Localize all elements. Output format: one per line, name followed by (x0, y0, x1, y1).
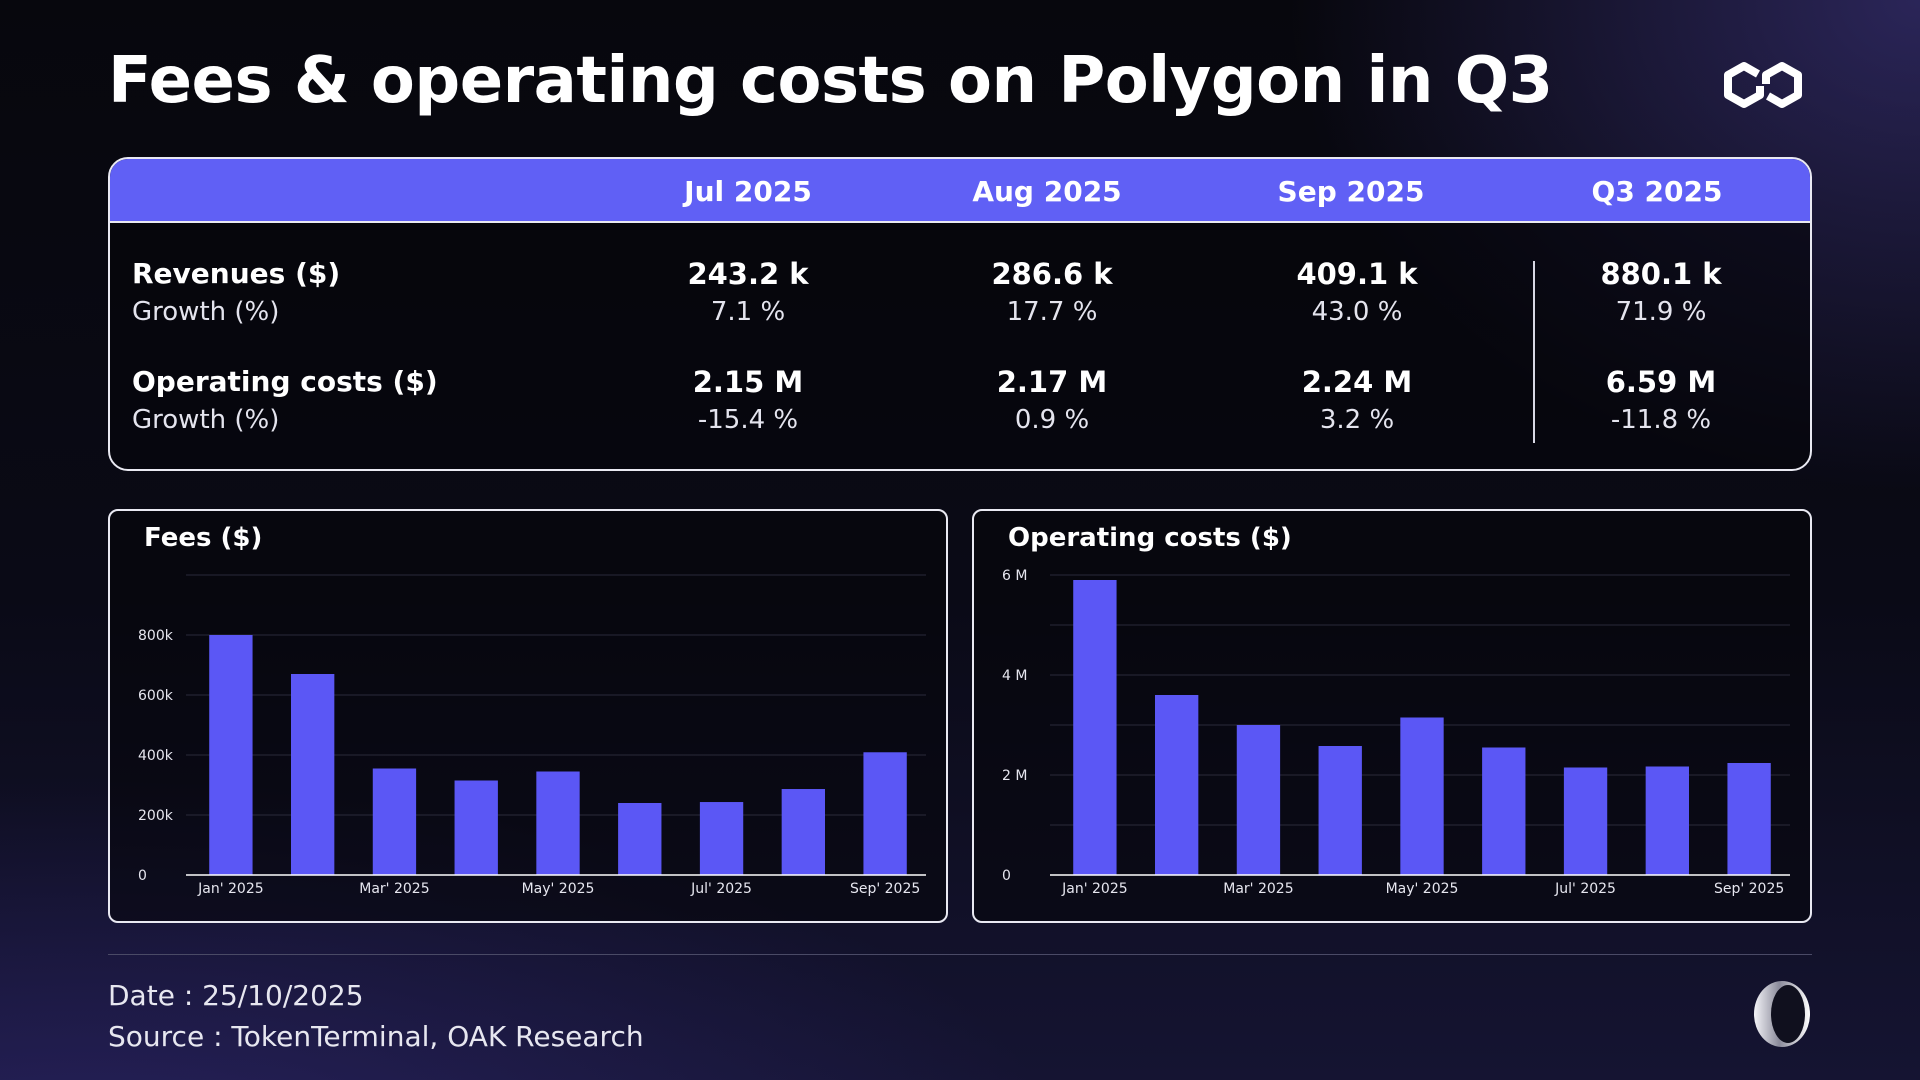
row-label-operating-costs: Operating costs ($) (132, 365, 438, 398)
fees-chart-card: Fees ($) 0 200k 400k 600k 800k Jan' 2025 Mar' … (108, 509, 948, 923)
column-header-jul: Jul 2025 (684, 175, 812, 208)
operating-costs-bar-7 (1645, 766, 1690, 875)
operating-costs-y-tick-label-0: 0 (1002, 868, 1011, 884)
table-header: Jul 2025 Aug 2025 Sep 2025 Q3 2025 (110, 159, 1810, 223)
operating-costs-chart-card: Operating costs ($) 0 2 M 4 M 6 M Jan' 2025 M… (972, 509, 1812, 923)
fees-bar-6 (699, 802, 744, 875)
operating-costs-bar-chart: 0 2 M 4 M 6 M Jan' 2025 Mar' 2025 May' 2025 Jul… (1002, 568, 1790, 897)
fees-bar-7 (781, 789, 826, 875)
operating-costs-growth-sep: 3.2 % (1319, 405, 1395, 435)
fees-bar-3 (454, 780, 498, 875)
fees-bar-1 (290, 674, 335, 875)
operating-costs-growth-q3: -11.8 % (1610, 405, 1712, 435)
summary-table: Jul 2025 Aug 2025 Sep 2025 Q3 2025 Reven… (108, 157, 1812, 471)
fees-bar-0 (209, 635, 253, 875)
fees-x-tick-label-2: Mar' 2025 (359, 881, 429, 897)
operating-costs-x-tick-label-6: Jul' 2025 (1554, 881, 1616, 897)
revenues-growth-q3: 71.9 % (1615, 297, 1707, 327)
operating-costs-q3: 6.59 M (1605, 365, 1717, 399)
operating-costs-growth-jul: -15.4 % (697, 405, 799, 435)
footer-divider (108, 954, 1812, 955)
column-header-q3: Q3 2025 (1591, 175, 1723, 208)
operating-costs-bar-5 (1482, 747, 1526, 875)
operating-costs-y-tick-label-3: 6 M (1002, 568, 1027, 584)
operating-costs-bar-6 (1563, 767, 1608, 875)
operating-costs-y-tick-label-2: 4 M (1002, 668, 1027, 684)
fees-x-tick-label-4: May' 2025 (522, 881, 595, 897)
fees-y-tick-label-0: 0 (138, 868, 147, 884)
operating-costs-y-tick-label-1: 2 M (1002, 768, 1027, 784)
revenues-jul: 243.2 k (687, 257, 809, 291)
q3-column-divider (1533, 261, 1535, 443)
fees-bar-5 (618, 803, 662, 875)
operating-costs-chart-title: Operating costs ($) (1008, 523, 1292, 553)
operating-costs-bar-8 (1727, 763, 1771, 875)
revenues-growth-aug: 17.7 % (1006, 297, 1098, 327)
footer-source: Source : TokenTerminal, OAK Research (108, 1020, 644, 1053)
fees-x-tick-label-0: Jan' 2025 (197, 881, 264, 897)
operating-costs-bar-1 (1154, 695, 1199, 875)
fees-x-tick-label-8: Sep' 2025 (850, 881, 920, 897)
revenues-sep: 409.1 k (1296, 257, 1418, 291)
revenues-growth-sep: 43.0 % (1311, 297, 1403, 327)
operating-costs-bar-4 (1400, 717, 1444, 875)
column-header-sep: Sep 2025 (1277, 175, 1425, 208)
fees-x-tick-label-6: Jul' 2025 (690, 881, 752, 897)
revenues-aug: 286.6 k (991, 257, 1113, 291)
polygon-logo-icon (1724, 62, 1802, 108)
fees-y-tick-label-2: 400k (138, 748, 174, 764)
fees-chart-title: Fees ($) (144, 523, 263, 553)
operating-costs-aug: 2.17 M (996, 365, 1108, 399)
page-title: Fees & operating costs on Polygon in Q3 (108, 44, 1553, 118)
operating-costs-x-tick-label-2: Mar' 2025 (1223, 881, 1293, 897)
row-sublabel-operating-costs-growth: Growth (%) (132, 405, 280, 435)
fees-y-tick-label-4: 800k (138, 628, 174, 644)
fees-bar-8 (863, 752, 907, 875)
operating-costs-sep: 2.24 M (1301, 365, 1413, 399)
fees-y-tick-label-3: 600k (138, 688, 174, 704)
column-header-aug: Aug 2025 (972, 175, 1122, 208)
operating-costs-jul: 2.15 M (692, 365, 804, 399)
fees-y-tick-label-1: 200k (138, 808, 174, 824)
revenues-growth-jul: 7.1 % (710, 297, 786, 327)
row-sublabel-revenues-growth: Growth (%) (132, 297, 280, 327)
fees-bar-2 (372, 768, 417, 875)
fees-bar-4 (536, 771, 580, 875)
footer-date: Date : 25/10/2025 (108, 979, 364, 1012)
operating-costs-growth-aug: 0.9 % (1014, 405, 1090, 435)
oak-logo-icon (1754, 981, 1810, 1047)
fees-bar-chart: 0 200k 400k 600k 800k Jan' 2025 Mar' 2025 May' … (138, 574, 926, 897)
operating-costs-x-tick-label-8: Sep' 2025 (1714, 881, 1784, 897)
revenues-q3: 880.1 k (1600, 257, 1722, 291)
operating-costs-x-tick-label-0: Jan' 2025 (1061, 881, 1128, 897)
row-label-revenues: Revenues ($) (132, 257, 341, 290)
operating-costs-x-tick-label-4: May' 2025 (1386, 881, 1459, 897)
operating-costs-bar-3 (1318, 746, 1362, 875)
operating-costs-bar-2 (1236, 725, 1281, 875)
operating-costs-bar-0 (1073, 580, 1117, 875)
